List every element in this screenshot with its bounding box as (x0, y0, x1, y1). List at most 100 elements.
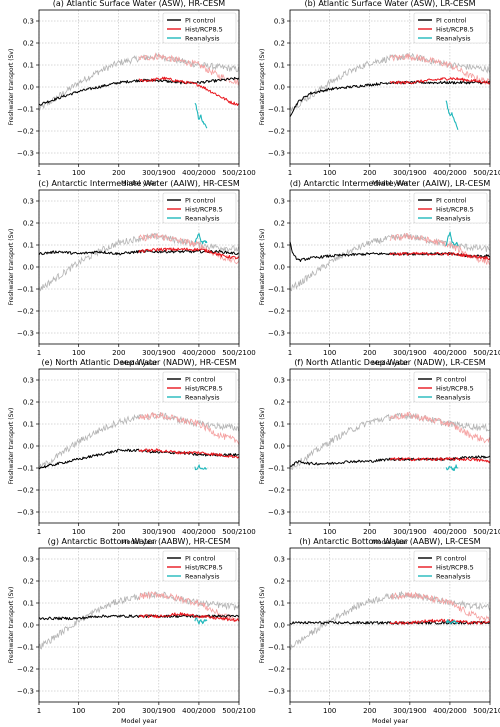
y-tick-label: 0.3 (23, 198, 34, 206)
y-tick-label: 0.2 (23, 578, 34, 586)
panel-title: (g) Antarctic Bottom Water (AABW), HR-CE… (48, 537, 231, 546)
x-tick-label: 400/2000 (433, 169, 467, 177)
y-tick-label: 0.0 (23, 264, 34, 272)
legend-label: Hist/RCP8.5 (185, 564, 223, 572)
y-tick-label: −0.1 (268, 465, 285, 473)
legend-box (413, 550, 488, 582)
y-tick-label: −0.2 (268, 487, 285, 495)
y-tick-label: −0.3 (17, 150, 34, 158)
legend-label: Hist/RCP8.5 (185, 26, 223, 34)
y-tick-label: −0.2 (268, 308, 285, 316)
x-tick-label: 500/2100 (473, 169, 500, 177)
y-axis-label: Freshwater transport (Sv) (8, 49, 15, 126)
series-line-reanalysis (445, 619, 459, 625)
legend-label: PI control (436, 376, 467, 384)
panel-title: (f) North Atlantic Deep Water (NADW), LR… (294, 358, 485, 367)
series-line-hist-rcp85 (138, 247, 240, 260)
x-tick-label: 400/2000 (433, 349, 467, 357)
legend-label: Hist/RCP8.5 (436, 385, 474, 393)
legend-label: PI control (185, 555, 216, 563)
y-tick-label: −0.3 (268, 330, 285, 338)
legend-label: Reanalysis (436, 573, 471, 581)
y-tick-label: 0.2 (274, 220, 285, 228)
y-tick-label: 0.2 (274, 40, 285, 48)
legend-label: Hist/RCP8.5 (185, 206, 223, 214)
x-tick-label: 400/2000 (182, 349, 216, 357)
x-tick-label: 1 (288, 707, 292, 715)
panel-4: 1 100 200 300/1900 400/2000 500/2100 0.3 0.2 0.1… (259, 179, 500, 367)
background-rcp-curve (138, 52, 240, 86)
x-tick-label: 1 (37, 169, 41, 177)
background-rcp-curve (389, 411, 491, 444)
background-pi-curve (38, 52, 239, 111)
x-axis-label: Model year (121, 359, 157, 367)
x-tick-label: 200 (363, 528, 376, 536)
y-tick-label: −0.3 (17, 330, 34, 338)
x-tick-label: 1 (288, 349, 292, 357)
panel-1: 1 100 200 300/1900 400/2000 500/2100 0.3 0.2 0.1… (8, 0, 256, 187)
y-tick-label: −0.1 (17, 465, 34, 473)
background-rcp-curve (138, 232, 240, 265)
legend-label: Reanalysis (185, 394, 220, 402)
plot-frame (289, 368, 491, 524)
x-tick-label: 500/2100 (222, 528, 256, 536)
y-tick-label: −0.1 (268, 286, 285, 294)
x-tick-label: 500/2100 (473, 349, 500, 357)
y-axis-label: Freshwater transport (Sv) (8, 408, 15, 485)
x-tick-label: 400/2000 (433, 707, 467, 715)
panel-2: 1 100 200 300/1900 400/2000 500/2100 0.3 0.2 0.1… (259, 0, 500, 187)
y-tick-label: 0.1 (23, 421, 34, 429)
x-tick-label: 100 (72, 169, 85, 177)
y-tick-label: −0.3 (268, 688, 285, 696)
panel-3: 1 100 200 300/1900 400/2000 500/2100 0.3 0.2 0.1… (8, 179, 256, 367)
y-tick-label: 0.0 (274, 84, 285, 92)
y-tick-label: −0.2 (268, 128, 285, 136)
x-tick-label: 1 (37, 528, 41, 536)
x-tick-label: 300/1900 (142, 169, 176, 177)
x-tick-label: 500/2100 (222, 169, 256, 177)
x-tick-label: 200 (363, 707, 376, 715)
plot-frame (38, 9, 240, 165)
plot-frame (38, 189, 240, 345)
panel-title: (e) North Atlantic Deep Water (NADW), HR… (41, 358, 236, 367)
y-axis-label: Freshwater transport (Sv) (8, 229, 15, 306)
x-tick-label: 100 (323, 169, 336, 177)
plot-frame (38, 368, 240, 524)
series-line-reanalysis (194, 464, 208, 471)
x-axis-label: Model year (372, 179, 408, 187)
y-tick-label: 0.2 (23, 220, 34, 228)
series-line-pi-control (38, 76, 240, 106)
y-axis-label: Freshwater transport (Sv) (259, 408, 266, 485)
y-tick-label: 0.1 (274, 421, 285, 429)
legend-box (413, 192, 488, 224)
panel-5: 1 100 200 300/1900 400/2000 500/2100 0.3 0.2 0.1… (8, 358, 256, 546)
x-axis-label: Model year (121, 538, 157, 546)
y-tick-label: −0.3 (268, 150, 285, 158)
legend-label: Reanalysis (436, 35, 471, 43)
background-pi-curve (38, 232, 239, 292)
background-pi-curve (38, 412, 239, 469)
background-rcp-curve (138, 591, 240, 622)
x-axis-label: Model year (372, 717, 408, 725)
legend-label: Hist/RCP8.5 (436, 206, 474, 214)
x-tick-label: 300/1900 (393, 169, 427, 177)
y-axis-label: Freshwater transport (Sv) (259, 49, 266, 126)
x-tick-label: 300/1900 (142, 349, 176, 357)
series-line-reanalysis (194, 102, 208, 129)
legend-box (413, 12, 488, 44)
x-tick-label: 200 (112, 349, 125, 357)
y-tick-label: 0.1 (274, 62, 285, 70)
x-tick-label: 200 (112, 169, 125, 177)
legend-label: Hist/RCP8.5 (436, 26, 474, 34)
y-tick-label: 0.0 (23, 84, 34, 92)
y-tick-label: −0.2 (17, 308, 34, 316)
legend-label: PI control (185, 17, 216, 25)
y-tick-label: −0.3 (17, 688, 34, 696)
panel-7: 1 100 200 300/1900 400/2000 500/2100 0.3 0.2 0.1… (8, 537, 256, 725)
y-tick-label: −0.1 (17, 286, 34, 294)
